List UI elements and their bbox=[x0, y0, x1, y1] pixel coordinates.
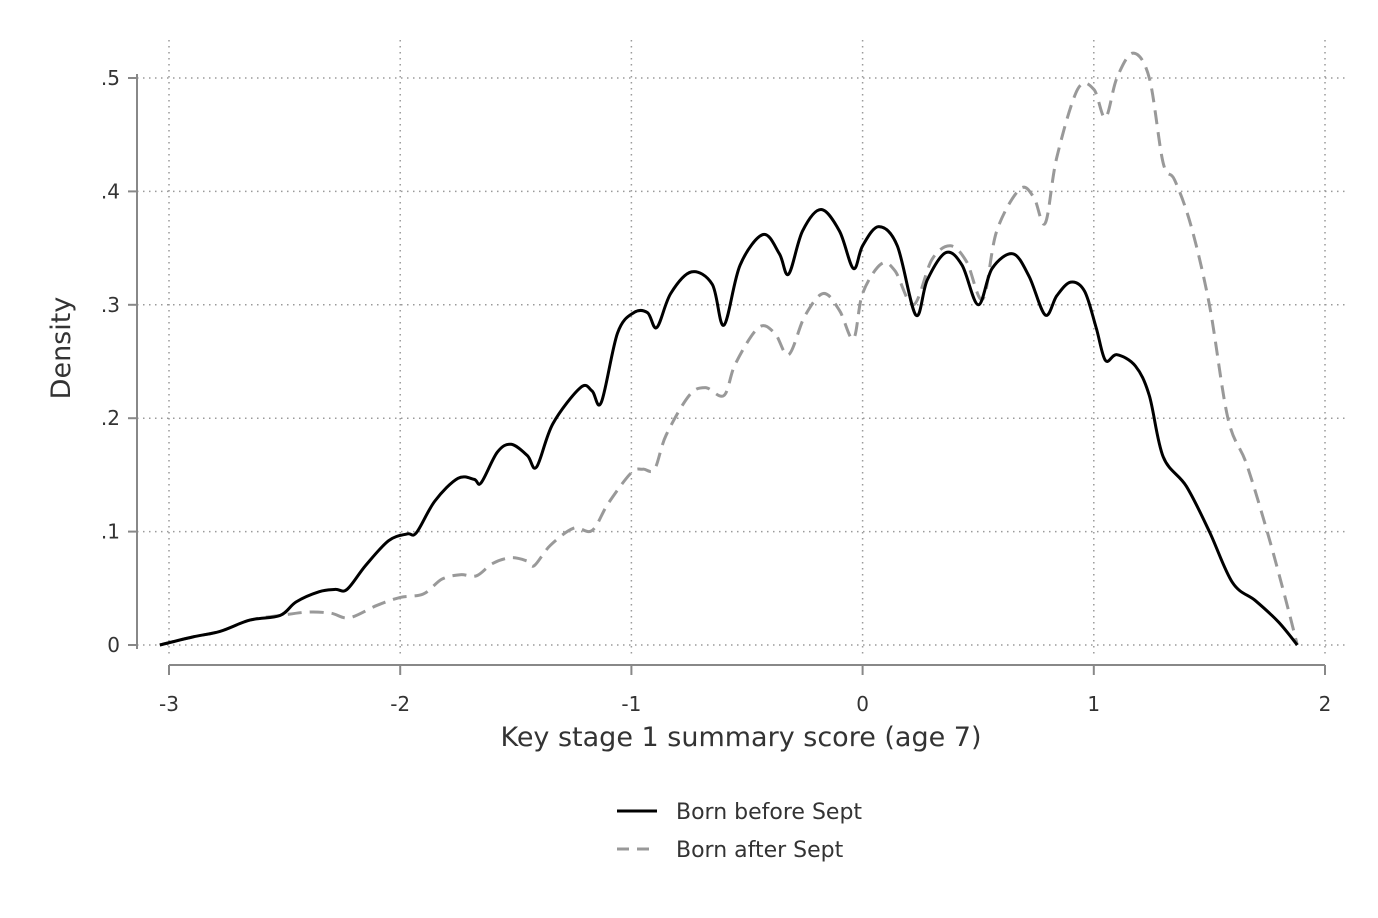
y-tick-label: 0 bbox=[107, 633, 120, 657]
x-tick-label: -2 bbox=[390, 692, 410, 716]
x-tick-label: -3 bbox=[159, 692, 179, 716]
legend: Born before Sept Born after Sept bbox=[617, 800, 862, 863]
series-lines bbox=[159, 51, 1299, 647]
x-tick-label: -1 bbox=[621, 692, 641, 716]
grid-lines bbox=[137, 40, 1345, 658]
y-tick-label: .3 bbox=[101, 293, 120, 317]
x-tick-label: 0 bbox=[856, 692, 869, 716]
y-tick-label: .2 bbox=[101, 406, 120, 430]
x-axis: -3 -2 -1 0 1 2 bbox=[159, 664, 1332, 716]
series-line-born-after-sept bbox=[159, 51, 1299, 647]
y-axis: 0 .1 .2 .3 .4 .5 bbox=[101, 66, 138, 657]
y-tick-label: .5 bbox=[101, 66, 120, 90]
x-axis-title: Key stage 1 summary score (age 7) bbox=[500, 722, 981, 753]
y-tick-label: .4 bbox=[101, 179, 120, 203]
series-line-born-before-sept bbox=[159, 208, 1299, 647]
x-tick-label: 2 bbox=[1319, 692, 1332, 716]
legend-label: Born after Sept bbox=[676, 838, 844, 863]
x-tick-label: 1 bbox=[1087, 692, 1100, 716]
y-axis-title: Density bbox=[46, 297, 77, 400]
y-tick-label: .1 bbox=[101, 520, 120, 544]
legend-label: Born before Sept bbox=[676, 800, 862, 825]
